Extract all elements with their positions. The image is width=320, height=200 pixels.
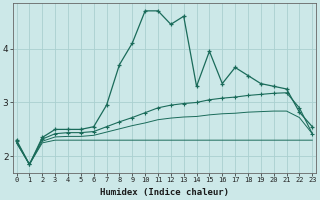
- X-axis label: Humidex (Indice chaleur): Humidex (Indice chaleur): [100, 188, 229, 197]
